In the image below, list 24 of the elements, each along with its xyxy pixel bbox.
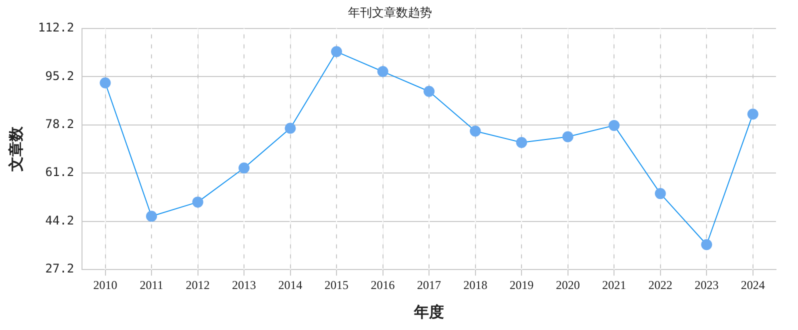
x-tick-label: 2023 — [694, 278, 719, 292]
chart-title: 年刊文章数趋势 — [348, 5, 432, 20]
x-tick-label: 2018 — [463, 278, 488, 292]
x-tick-label: 2014 — [278, 278, 302, 292]
x-tick-label: 2010 — [93, 278, 118, 292]
x-tick-label: 2024 — [740, 278, 765, 292]
x-tick-label: 2021 — [602, 278, 626, 292]
y-tick-label: 61.2 — [45, 165, 74, 180]
y-tick-label: 27.2 — [45, 262, 74, 276]
y-tick-label: 112.2 — [38, 20, 74, 35]
x-tick-label: 2022 — [648, 278, 672, 292]
x-tick-label: 2013 — [232, 278, 256, 292]
y-tick-label: 44.2 — [45, 213, 74, 228]
x-axis-title: 年度 — [413, 302, 444, 321]
x-tick-label: 2011 — [140, 278, 164, 292]
x-tick-label: 2019 — [510, 278, 534, 292]
y-tick-label: 95.2 — [45, 68, 74, 83]
x-tick-label: 2017 — [417, 278, 442, 292]
x-tick-label: 2012 — [186, 278, 210, 292]
x-tick-label: 2016 — [370, 278, 395, 292]
x-tick-label: 2015 — [324, 278, 349, 292]
y-axis-title: 文章数 — [6, 126, 25, 172]
x-tick-label: 2020 — [556, 278, 580, 292]
y-tick-label: 78.2 — [45, 117, 74, 132]
